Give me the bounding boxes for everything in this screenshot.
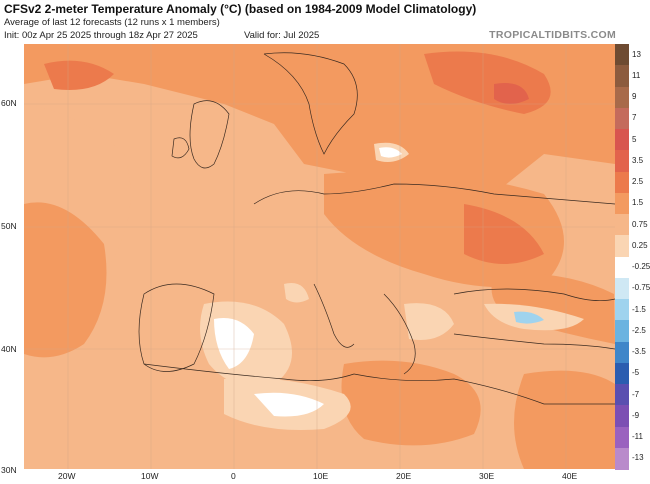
init-time: Init: 00z Apr 25 2025 through 18z Apr 27…	[4, 30, 198, 41]
legend-tick-label: 13	[632, 49, 641, 59]
lon-label-30e: 30E	[479, 471, 495, 481]
legend-swatch	[615, 426, 629, 449]
legend-swatch	[615, 384, 629, 406]
legend-swatch	[615, 235, 629, 257]
legend-tick-label: 11	[632, 70, 641, 80]
legend-swatch	[615, 192, 629, 215]
legend-tick-label: 5	[632, 134, 637, 144]
map-subtitle: Average of last 12 forecasts (12 runs x …	[4, 17, 220, 28]
lon-label-20w: 20W	[58, 471, 76, 481]
legend-swatch	[615, 171, 629, 194]
brand-watermark: TROPICALTIDBITS.COM	[489, 29, 616, 41]
legend-swatch	[615, 65, 629, 87]
lon-label-0: 0	[231, 471, 236, 481]
lon-label-40e: 40E	[562, 471, 578, 481]
legend-swatch	[615, 214, 629, 236]
legend-tick-label: -13	[632, 453, 644, 463]
legend-tick-label: 0.75	[632, 219, 648, 229]
legend-swatch	[615, 107, 629, 130]
legend-tick-label: 3.5	[632, 155, 644, 165]
legend-swatch	[615, 447, 629, 470]
legend-swatch	[615, 299, 629, 321]
anomaly-map	[24, 44, 615, 469]
legend-swatch	[615, 341, 629, 364]
legend-swatch	[615, 256, 629, 279]
lat-label-40n: 40N	[1, 344, 17, 354]
legend-swatch	[615, 86, 629, 109]
legend-tick-label: -3.5	[632, 347, 646, 357]
anomaly-field	[24, 44, 615, 469]
lat-label-60n: 60N	[1, 98, 17, 108]
legend-swatch	[615, 129, 629, 151]
legend-swatch	[615, 277, 629, 300]
legend-swatch	[615, 362, 629, 385]
legend-tick-label: -1.5	[632, 304, 646, 314]
legend-tick-label: -5	[632, 368, 640, 378]
legend-tick-label: -7	[632, 389, 640, 399]
legend-tick-label: 1.5	[632, 198, 644, 208]
legend-tick-label: -0.75	[632, 283, 650, 293]
lon-label-10e: 10E	[313, 471, 329, 481]
legend-swatch	[615, 44, 629, 66]
lon-label-10w: 10W	[141, 471, 159, 481]
color-legend	[615, 44, 629, 470]
legend-tick-label: -11	[632, 432, 643, 442]
valid-time: Valid for: Jul 2025	[244, 30, 320, 41]
legend-tick-label: -2.5	[632, 325, 646, 335]
legend-swatch	[615, 150, 629, 172]
legend-tick-label: 2.5	[632, 177, 644, 187]
map-header: CFSv2 2-meter Temperature Anomaly (°C) (…	[0, 0, 650, 44]
legend-tick-label: -9	[632, 410, 640, 420]
lat-label-30n: 30N	[1, 465, 17, 475]
legend-tick-label: 0.25	[632, 240, 648, 250]
legend-swatch	[615, 320, 629, 342]
legend-tick-label: 7	[632, 113, 637, 123]
lon-label-20e: 20E	[396, 471, 412, 481]
legend-tick-label: 9	[632, 92, 637, 102]
legend-swatch	[615, 405, 629, 427]
map-title: CFSv2 2-meter Temperature Anomaly (°C) (…	[4, 2, 477, 16]
lat-label-50n: 50N	[1, 221, 17, 231]
legend-tick-label: -0.25	[632, 262, 650, 272]
